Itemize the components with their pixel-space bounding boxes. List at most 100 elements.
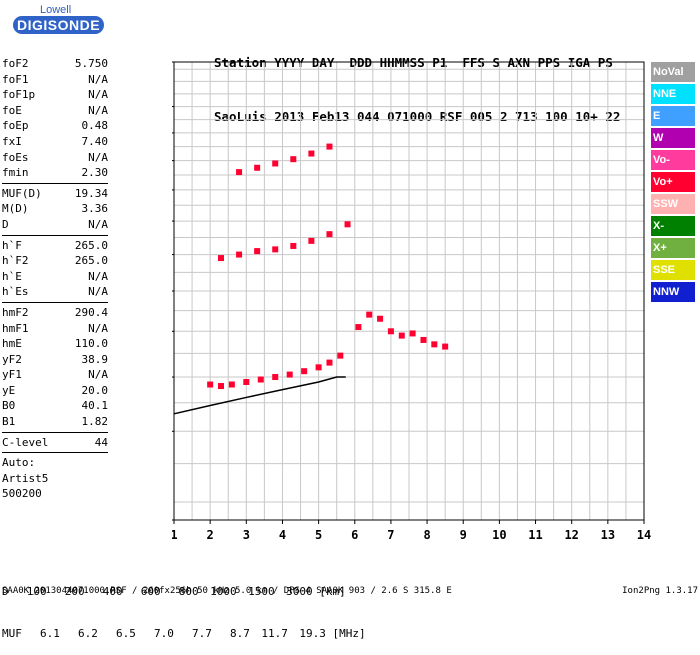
param-value: 265.0 — [74, 238, 108, 252]
logo-lowell: Lowell — [40, 4, 72, 16]
param-name: h`F2 — [2, 254, 29, 268]
legend-entry: W — [651, 128, 695, 148]
param-name: foF2 — [2, 57, 29, 70]
muf-frequency-value: 8.7 — [230, 627, 250, 640]
x-tick-label: 8 — [423, 528, 430, 542]
param-row: fmin 2.30 — [2, 165, 108, 181]
muf-distance-value: 1500 — [248, 585, 275, 598]
muf-frequency-row: MUF 6.1 6.2 6.5 7.0 7.7 8.7 11.7 19.3 [MHz] — [2, 627, 366, 641]
param-row: foF2 5.750 — [2, 56, 108, 72]
echo-point — [254, 164, 261, 171]
param-row: B1 1.82 — [2, 414, 108, 430]
param-separator — [2, 431, 108, 433]
muf-table: D 100 200 400 600 800 1000 1500 3000 [km] MUF 6.1… — [2, 557, 366, 655]
param-row: yE 20.0 — [2, 383, 108, 399]
muf-d-label: D — [2, 585, 9, 598]
param-name: h`E — [2, 269, 22, 283]
param-separator — [2, 452, 108, 454]
muf-label: MUF — [2, 627, 22, 640]
echo-point — [326, 143, 333, 150]
scaled-parameters-panel: foF2 5.750 foF1 N/A foF1p N/A foE N/A foEp 0.48 fx… — [2, 56, 108, 502]
legend-entry: E — [651, 106, 695, 126]
echo-point — [290, 242, 297, 249]
param-value: 1.82 — [81, 415, 109, 429]
x-tick-label: 14 — [637, 528, 651, 542]
echo-point — [420, 336, 427, 343]
param-value: N/A — [88, 368, 108, 382]
param-row: h`E N/A — [2, 269, 108, 285]
param-value: 5.750 — [74, 57, 108, 70]
echo-point — [387, 328, 394, 335]
legend-entry: Vo- — [651, 150, 695, 170]
ionogram-plot: 1234567891011121314802003004005006007008… — [139, 55, 700, 564]
param-name: MUF(D) — [2, 186, 42, 200]
legend-entry: NoVal — [651, 62, 695, 82]
param-row: foF1 N/A — [2, 72, 108, 88]
echo-point — [218, 383, 224, 390]
polarization-legend: NoVal NNE E W Vo- Vo+ SSW X- X+ SSE NNW — [651, 62, 695, 304]
muf-distance-value: 800 — [178, 585, 199, 598]
x-tick-label: 5 — [315, 528, 322, 542]
x-tick-label: 3 — [243, 528, 250, 542]
param-value: 40.1 — [81, 399, 109, 413]
param-value: 265.0 — [74, 254, 108, 268]
legend-entry: Vo+ — [651, 172, 695, 192]
param-value: 7.40 — [81, 134, 109, 148]
param-value: 19.34 — [74, 186, 108, 200]
param-value: N/A — [88, 103, 108, 117]
param-value: 3.36 — [81, 202, 109, 216]
param-name: fmin — [2, 166, 29, 180]
echo-point — [290, 156, 297, 163]
param-value: 2.30 — [81, 166, 109, 180]
echo-point — [442, 343, 449, 350]
param-name: h`F — [2, 238, 22, 252]
param-name: hmF1 — [2, 321, 29, 335]
param-row: hmF2 290.4 — [2, 305, 108, 321]
echo-point — [366, 311, 373, 318]
x-tick-label: 12 — [564, 528, 578, 542]
param-row: D N/A — [2, 217, 108, 233]
muf-values: 6.1 6.2 6.5 7.0 7.7 8.7 11.7 19.3 — [22, 627, 326, 640]
param-value: N/A — [88, 321, 108, 335]
muf-distance-value: 100 — [26, 585, 47, 598]
param-value: N/A — [88, 150, 108, 164]
legend-entry: X+ — [651, 238, 695, 258]
muf-d-unit: [km] — [319, 585, 346, 598]
muf-d-values: 100 200 400 600 800 1000 1500 3000 — [9, 585, 313, 598]
muf-frequency-value: 6.1 — [40, 627, 60, 640]
auto-line: 500200 — [2, 487, 42, 501]
param-value: 0.48 — [81, 119, 109, 133]
legend-entry: X- — [651, 216, 695, 236]
echo-point — [272, 160, 279, 167]
echo-point — [301, 368, 308, 375]
echo-point — [218, 255, 224, 262]
echo-point — [344, 221, 351, 228]
param-name: foE — [2, 103, 22, 117]
muf-frequency-value: 7.7 — [192, 627, 212, 640]
x-tick-label: 9 — [460, 528, 467, 542]
footer-version: Ion2Png 1.3.17 — [622, 586, 698, 596]
legend-entry: SSW — [651, 194, 695, 214]
param-row: fxI 7.40 — [2, 134, 108, 150]
param-value: N/A — [88, 72, 108, 86]
param-row: h`F2 265.0 — [2, 253, 108, 269]
echo-point — [355, 324, 362, 331]
param-row: B0 40.1 — [2, 398, 108, 414]
param-value: N/A — [88, 269, 108, 283]
muf-frequency-value: 11.7 — [261, 627, 288, 640]
legend-entry: SSE — [651, 260, 695, 280]
echo-point — [236, 251, 243, 258]
param-value: 290.4 — [74, 305, 108, 319]
param-value: 44 — [94, 435, 108, 449]
echo-point — [398, 332, 405, 339]
echo-point — [326, 231, 333, 238]
auto-line: Artist5 — [2, 471, 49, 485]
param-value: 110.0 — [74, 337, 108, 351]
echo-point — [326, 359, 333, 366]
muf-distance-value: 600 — [140, 585, 161, 598]
param-name: hmF2 — [2, 305, 29, 319]
param-row: foEs N/A — [2, 150, 108, 166]
param-row: MUF(D) 19.34 — [2, 186, 108, 202]
param-name: fxI — [2, 134, 22, 148]
param-separator — [2, 301, 108, 303]
